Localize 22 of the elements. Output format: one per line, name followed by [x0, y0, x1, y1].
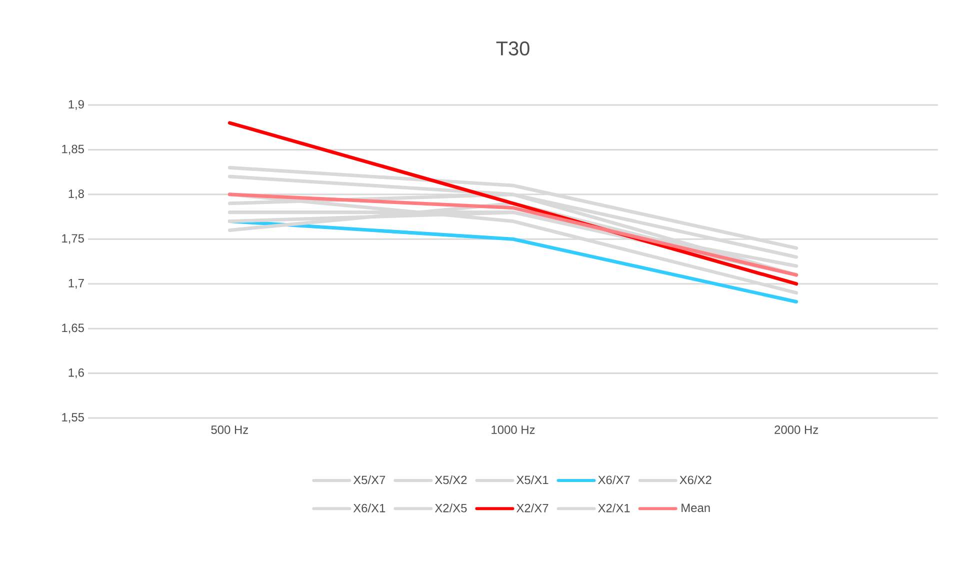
legend-label: X6/X7 [598, 475, 630, 484]
legend-label: X2/X5 [434, 504, 467, 512]
y-tick-label: 1,65 [62, 324, 84, 334]
legend-label: X6/X2 [680, 475, 712, 484]
y-tick-label: 1,6 [68, 368, 84, 378]
y-tick-label: 1,75 [62, 234, 84, 244]
y-tick-label: 1,8 [68, 189, 84, 200]
y-tick-label: 1,85 [62, 144, 84, 155]
legend-label: X5/X1 [516, 475, 548, 484]
x-tick-label: 2000 Hz [774, 426, 818, 434]
legend-label: X6/X1 [353, 504, 386, 512]
legend-label: X2/X1 [598, 504, 630, 512]
chart-title: T30 [496, 41, 530, 56]
y-tick-label: 1,9 [68, 100, 84, 110]
legend-label: X5/X2 [434, 475, 467, 484]
y-tick-label: 1,55 [62, 413, 84, 423]
x-tick-label: 1000 Hz [492, 426, 535, 434]
x-tick-label: 500 Hz [211, 426, 248, 434]
legend-label: X5/X7 [353, 475, 386, 484]
legend-label: Mean [682, 504, 710, 512]
legend-label: X2/X7 [516, 504, 548, 512]
y-tick-label: 1,7 [68, 278, 84, 289]
